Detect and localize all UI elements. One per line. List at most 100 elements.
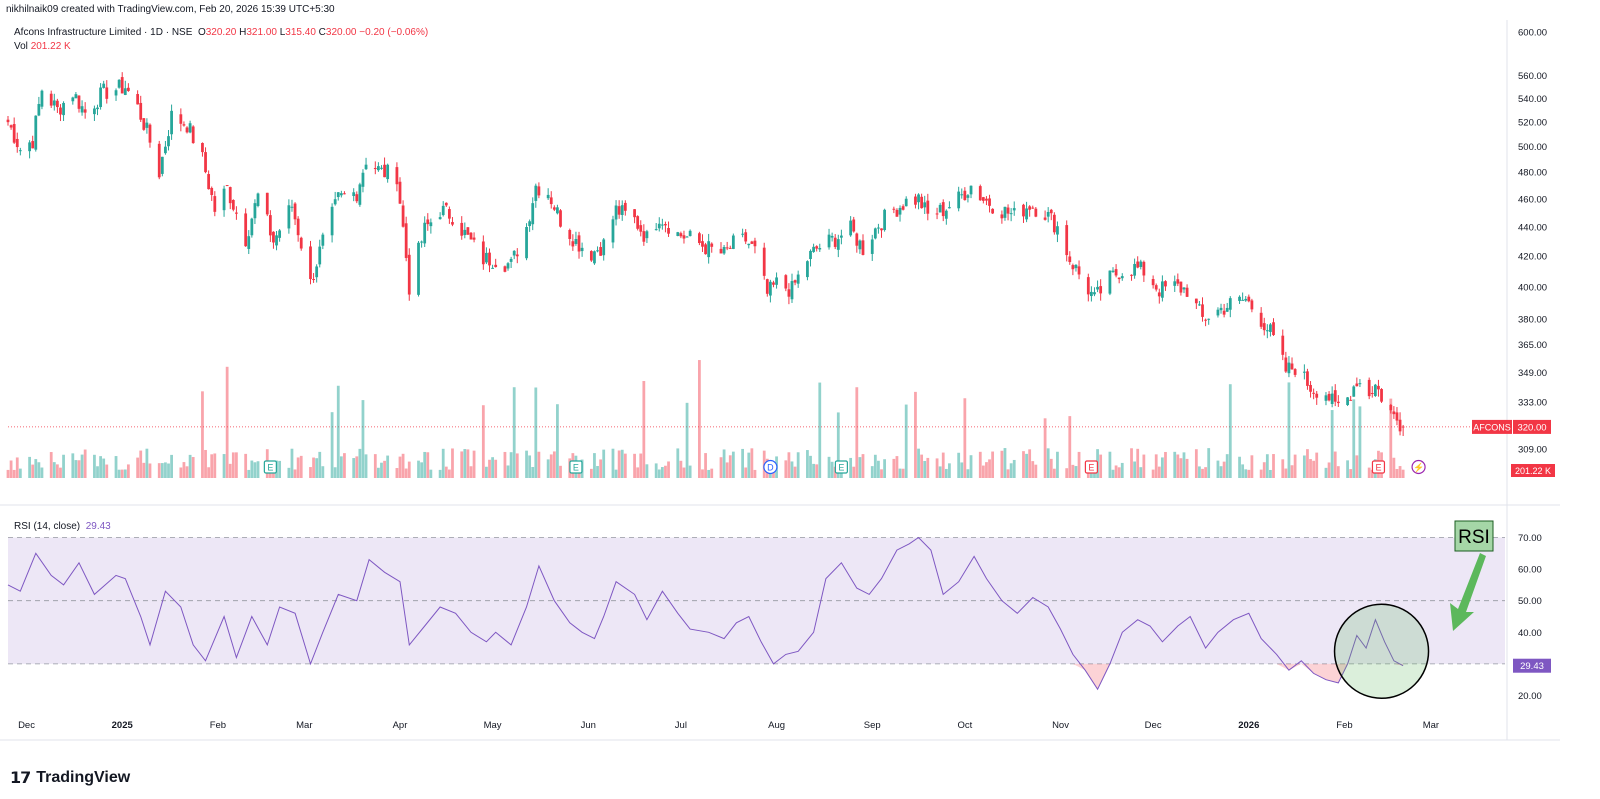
- candle-body[interactable]: [1065, 225, 1069, 256]
- candle-body[interactable]: [485, 252, 488, 263]
- candle-body[interactable]: [719, 248, 723, 254]
- candle-body[interactable]: [373, 168, 377, 170]
- rsi-line[interactable]: [7, 536, 1404, 691]
- candle-body[interactable]: [818, 248, 822, 250]
- candle-body[interactable]: [18, 150, 22, 152]
- candle-body[interactable]: [361, 172, 365, 187]
- candle-body[interactable]: [877, 227, 880, 229]
- candle-body[interactable]: [589, 251, 593, 261]
- candle-body[interactable]: [1355, 383, 1359, 387]
- candle-body[interactable]: [160, 156, 164, 174]
- candle-body[interactable]: [395, 167, 399, 185]
- candle-body[interactable]: [861, 240, 865, 255]
- candle-body[interactable]: [318, 246, 322, 265]
- candle-body[interactable]: [1006, 207, 1010, 214]
- candle-body[interactable]: [438, 217, 442, 220]
- candle-body[interactable]: [654, 229, 658, 231]
- candle-body[interactable]: [944, 210, 948, 219]
- candle-body[interactable]: [830, 235, 834, 238]
- candle-body[interactable]: [858, 240, 862, 250]
- candle-body[interactable]: [645, 231, 649, 239]
- candle-body[interactable]: [617, 206, 621, 215]
- candle-body[interactable]: [126, 87, 130, 91]
- candle-body[interactable]: [472, 237, 476, 240]
- candle-body[interactable]: [528, 221, 532, 227]
- candle-body[interactable]: [991, 208, 995, 214]
- candle-body[interactable]: [59, 107, 62, 115]
- candle-body[interactable]: [901, 206, 905, 210]
- candle-body[interactable]: [228, 187, 232, 204]
- candle-body[interactable]: [1392, 411, 1396, 415]
- candle-body[interactable]: [136, 94, 140, 105]
- highlight-circle[interactable]: [1333, 603, 1430, 700]
- candle-body[interactable]: [71, 97, 75, 102]
- candle-body[interactable]: [1352, 386, 1356, 397]
- candle-body[interactable]: [1151, 279, 1155, 286]
- candle-body[interactable]: [1154, 285, 1158, 290]
- candle-body[interactable]: [225, 185, 229, 187]
- candle-body[interactable]: [321, 234, 325, 246]
- candle-body[interactable]: [1290, 363, 1294, 370]
- candle-body[interactable]: [380, 167, 383, 169]
- candle-body[interactable]: [80, 106, 84, 113]
- candle-body[interactable]: [1117, 277, 1121, 280]
- candle-body[interactable]: [1136, 261, 1140, 268]
- candle-body[interactable]: [1120, 276, 1124, 279]
- candle-body[interactable]: [815, 246, 819, 249]
- candle-body[interactable]: [920, 196, 924, 209]
- candle-body[interactable]: [593, 251, 596, 264]
- chart-canvas[interactable]: 600.00 560.00 540.00 520.00 500.00 480.00 460.…: [0, 0, 1600, 760]
- candle-body[interactable]: [256, 193, 260, 206]
- candle-body[interactable]: [164, 146, 167, 154]
- candle-body[interactable]: [299, 237, 303, 249]
- candle-body[interactable]: [731, 235, 735, 249]
- candle-body[interactable]: [429, 222, 433, 227]
- candle-body[interactable]: [1090, 291, 1093, 297]
- candle-body[interactable]: [1034, 208, 1038, 217]
- candle-body[interactable]: [407, 254, 411, 295]
- candle-body[interactable]: [247, 236, 251, 249]
- candle-body[interactable]: [55, 100, 59, 108]
- candle-body[interactable]: [1395, 412, 1399, 421]
- candle-body[interactable]: [1247, 296, 1251, 302]
- candle-body[interactable]: [1389, 404, 1393, 411]
- candle-body[interactable]: [525, 227, 528, 259]
- candle-body[interactable]: [772, 282, 775, 285]
- candle-body[interactable]: [534, 185, 538, 201]
- candle-body[interactable]: [481, 241, 485, 265]
- candle-body[interactable]: [985, 198, 988, 201]
- earnings-marker[interactable]: [569, 460, 583, 474]
- candle-body[interactable]: [404, 223, 408, 258]
- candle-body[interactable]: [250, 218, 254, 236]
- candle-body[interactable]: [336, 192, 340, 198]
- candle-body[interactable]: [231, 199, 235, 210]
- candle-body[interactable]: [93, 108, 96, 115]
- candle-body[interactable]: [1046, 211, 1050, 217]
- candle-body[interactable]: [546, 194, 550, 199]
- candle-body[interactable]: [188, 123, 192, 133]
- candle-body[interactable]: [213, 196, 217, 212]
- candle-body[interactable]: [960, 194, 964, 196]
- candle-body[interactable]: [275, 235, 278, 246]
- candle-body[interactable]: [1185, 287, 1189, 297]
- candle-body[interactable]: [602, 239, 606, 256]
- candle-body[interactable]: [1133, 263, 1136, 276]
- candle-body[interactable]: [105, 87, 109, 99]
- candle-body[interactable]: [463, 229, 467, 236]
- candle-body[interactable]: [1349, 399, 1353, 401]
- candle-body[interactable]: [790, 281, 794, 300]
- candle-body[interactable]: [1309, 384, 1312, 392]
- candle-body[interactable]: [556, 207, 559, 214]
- candle-body[interactable]: [664, 223, 667, 226]
- candle-body[interactable]: [1114, 269, 1118, 276]
- candle-body[interactable]: [935, 213, 939, 215]
- candle-body[interactable]: [201, 142, 204, 153]
- candle-body[interactable]: [596, 250, 599, 252]
- event-markers[interactable]: E E D E E E ⚡: [263, 459, 1426, 475]
- candle-body[interactable]: [552, 207, 556, 210]
- candle-body[interactable]: [96, 107, 99, 110]
- candle-body[interactable]: [469, 232, 473, 240]
- candle-body[interactable]: [503, 266, 507, 272]
- candle-body[interactable]: [1373, 384, 1377, 396]
- candle-body[interactable]: [559, 210, 562, 227]
